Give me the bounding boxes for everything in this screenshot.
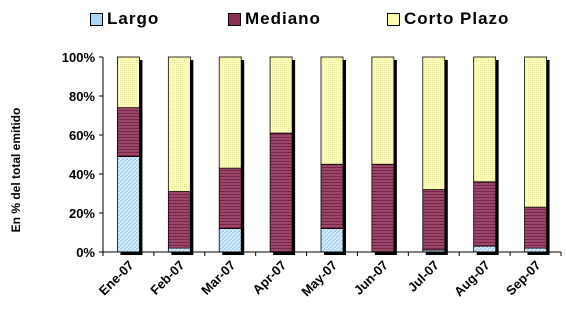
x-tick-label: Ene-07 [96,258,137,299]
legend-label-largo: Largo [107,9,160,28]
bar-segment-largo [117,156,140,253]
bar-segment-corto-plazo [269,56,293,134]
bar-segment-largo [218,228,242,253]
y-tick-label: 80% [69,89,95,104]
bar-segment-corto-plazo [422,56,446,191]
y-tick-label: 20% [69,206,95,221]
bar-segment-mediano [371,163,395,253]
x-tick-label: Sep-07 [503,258,544,299]
bars-group [117,56,550,255]
legend-swatch-mediano [228,12,241,26]
legend-item-mediano: Mediano [228,9,321,29]
x-tick-label: Mar-07 [198,258,238,298]
legend-item-corto-plazo: Corto Plazo [387,9,509,29]
bar-segment-corto-plazo [320,56,344,165]
bar-segment-corto-plazo [473,56,497,183]
bar-segment-mediano [269,132,293,253]
bar-segment-mediano [167,191,191,249]
y-tick-label: 60% [69,128,95,143]
bar-segment-mediano [422,189,446,251]
x-tick-label: Jun-07 [351,258,391,298]
y-axis-label: En % del total emitido [9,108,23,233]
bar-segment-corto-plazo [218,56,242,169]
y-tick-label: 40% [69,167,95,182]
legend-item-largo: Largo [90,9,159,29]
y-tick-label: 0% [76,245,95,260]
bar-segment-largo [320,228,344,253]
x-tick-label: Feb-07 [147,258,187,298]
bar-segment-corto-plazo [167,56,191,192]
bar-segment-mediano [473,181,497,247]
bar-segment-largo [524,247,547,253]
bar-segment-mediano [524,206,547,249]
legend: Largo Mediano Corto Plazo [90,9,550,33]
bar-segment-mediano [320,163,344,229]
legend-swatch-corto-plazo [387,12,400,26]
x-tick-label: Aug-07 [451,258,493,300]
legend-label-corto-plazo: Corto Plazo [404,9,510,28]
y-tick-label: 100% [62,50,96,65]
bar-segment-corto-plazo [371,56,395,165]
legend-swatch-largo [90,12,103,26]
x-tick-label: May-07 [298,258,340,300]
legend-label-mediano: Mediano [245,9,321,28]
bar-segment-largo [167,247,191,253]
bar-segment-corto-plazo [117,56,140,109]
bar-segment-corto-plazo [524,56,547,208]
bar-segment-largo [473,245,497,253]
x-tick-label: Apr-07 [250,258,290,298]
bar-segment-mediano [117,107,140,157]
bar-segment-mediano [218,167,242,229]
x-tick-label: Jul-07 [405,258,442,295]
